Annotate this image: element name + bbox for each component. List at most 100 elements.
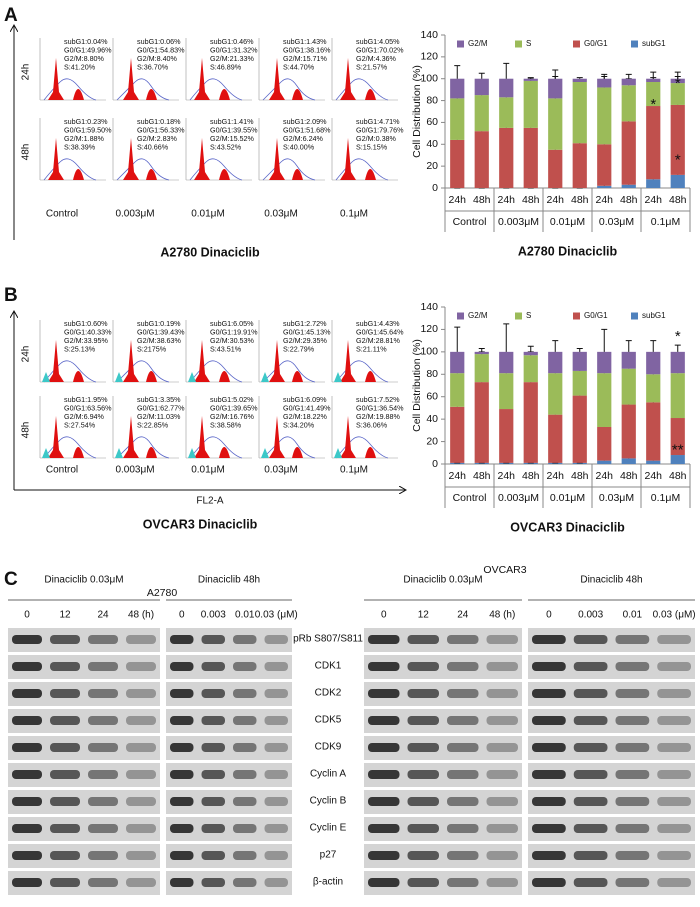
blot-band (615, 851, 650, 860)
blot-band (407, 824, 439, 833)
blot-band (126, 851, 156, 860)
bar-segment (572, 143, 587, 188)
bar-segment (646, 402, 661, 461)
blot-band (447, 797, 479, 806)
blot-band (615, 689, 650, 698)
histogram-g2-peak (292, 89, 303, 100)
cell-line-label: A2780 (147, 587, 178, 599)
histogram-stat: subG1:4.43% (356, 319, 400, 328)
blot-band (264, 689, 288, 698)
x-tick-label: 24h (595, 194, 613, 206)
lane-label: 0.003 (578, 610, 603, 621)
row-label: 48h (21, 422, 32, 439)
histogram-stat: S:43.51% (210, 344, 242, 353)
lane-label: 0 (381, 610, 387, 621)
bar-segment (548, 78, 563, 99)
significance-mark: * (675, 75, 681, 92)
legend-swatch (573, 312, 580, 320)
protein-label: pRb S807/S811 (293, 634, 363, 645)
blot-band (88, 878, 118, 887)
bar-segment (646, 460, 661, 464)
histogram-fit (43, 158, 97, 181)
x-tick-label: 24h (595, 470, 613, 482)
bar-segment (621, 78, 636, 86)
panel-caption: OVCAR3 Dinaciclib (143, 517, 258, 531)
blot-band (486, 878, 518, 887)
error-bar (527, 345, 534, 352)
legend-label: subG1 (642, 39, 666, 48)
blot-band (573, 797, 608, 806)
bar-segment (499, 373, 514, 410)
column-label: 0.03μM (264, 209, 298, 220)
histogram-stat: G0/G1:56.33% (137, 125, 185, 134)
blot-band (170, 878, 194, 887)
bar-segment (572, 78, 587, 82)
blot-band (486, 635, 518, 644)
histogram-subg1 (261, 372, 269, 382)
histogram-g2-peak (292, 169, 303, 180)
histogram-subg1 (115, 448, 123, 458)
blot-band (447, 878, 479, 887)
y-tick-label: 120 (420, 51, 438, 63)
histogram-stat: G2/M:8.40% (137, 54, 178, 63)
bar-segment (572, 462, 587, 464)
bar-segment (670, 351, 685, 374)
histogram-stat: G0/G1:41.49% (283, 403, 331, 412)
error-bar (576, 347, 583, 352)
histogram-g1-peak (269, 137, 285, 180)
lane-label: 0.03 (μM) (653, 610, 696, 621)
blot-band (368, 770, 400, 779)
histogram-stat: S:21.11% (356, 344, 387, 353)
blot-band (573, 824, 608, 833)
histogram-g2-peak (73, 447, 84, 458)
blot-band (573, 689, 608, 698)
blot-band (126, 878, 156, 887)
histogram-stat: G2/M:0.38% (356, 134, 397, 143)
histogram-g1-peak (340, 137, 356, 180)
bar-segment (548, 98, 563, 150)
y-tick-label: 100 (420, 72, 438, 84)
blot-band (233, 716, 257, 725)
histogram-fit (335, 360, 389, 383)
histogram-stat: G2/M:2.83% (137, 134, 178, 143)
histogram-stat: G2/M:1.88% (64, 134, 105, 143)
x-tick-label: 24h (497, 194, 515, 206)
blot-band (12, 878, 42, 887)
blot-band (264, 635, 288, 644)
histogram-g2-peak (146, 447, 157, 458)
histogram-stat: G2/M:15.52% (210, 134, 255, 143)
x-tick-label: 48h (473, 470, 491, 482)
blot-band (573, 662, 608, 671)
column-label: 0.1μM (340, 209, 368, 220)
y-tick-label: 140 (420, 29, 438, 41)
histogram-g1-peak (194, 415, 210, 458)
blot-band (201, 716, 225, 725)
histogram-stat: G2/M:6.24% (283, 134, 324, 143)
blot-band (233, 797, 257, 806)
error-bar (674, 71, 681, 79)
blot-band (12, 797, 42, 806)
bar-segment (597, 351, 612, 374)
column-label: 0.1μM (340, 465, 368, 476)
blot-band (486, 851, 518, 860)
blot-band (447, 716, 479, 725)
histogram-stat: subG1:0.46% (210, 37, 254, 46)
x-tick-label: 48h (669, 470, 687, 482)
bar-segment (621, 85, 636, 122)
blot-band (407, 797, 439, 806)
blot-band (407, 878, 439, 887)
histogram-subg1 (42, 448, 50, 458)
histogram-subg1 (188, 372, 196, 382)
legend-swatch (515, 40, 522, 48)
blot-band (573, 770, 608, 779)
blot-band (170, 635, 194, 644)
blot-band (126, 797, 156, 806)
legend-label: subG1 (642, 311, 666, 320)
blot-band (233, 743, 257, 752)
bar-segment (450, 373, 465, 407)
histogram-g2-peak (146, 371, 157, 382)
blot-band (50, 797, 80, 806)
histogram-stat: S:44.70% (283, 62, 315, 71)
blot-band (126, 824, 156, 833)
